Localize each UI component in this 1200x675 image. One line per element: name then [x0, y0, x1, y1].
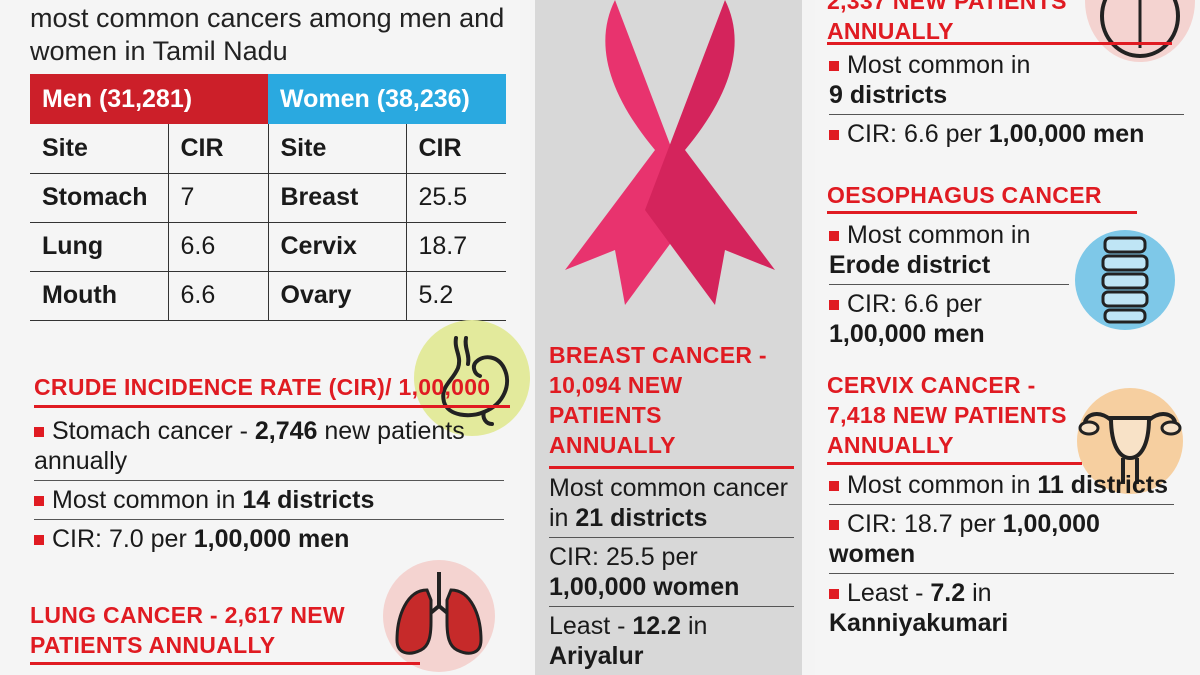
heading-rule [34, 405, 510, 408]
oesophagus-icon [1075, 230, 1175, 330]
oesophagus-bullet-2: CIR: 6.6 per 1,00,000 men [829, 290, 985, 348]
mouth-bullet-2: CIR: 6.6 per 1,00,000 men [829, 119, 1184, 149]
divider [829, 504, 1174, 505]
bullet-square-icon [829, 61, 839, 72]
lung-heading: LUNG CANCER - 2,617 NEW PATIENTS ANNUALL… [30, 602, 345, 658]
divider [549, 606, 794, 607]
men-header: Men (31,281) [30, 74, 268, 124]
women-cir: 18.7 [406, 222, 506, 272]
cervix-bullets: Most common in 11 districts CIR: 18.7 pe… [829, 470, 1174, 638]
mouth-bullets: Most common in 9 districts CIR: 6.6 per … [829, 50, 1184, 149]
oesophagus-heading: OESOPHAGUS CANCER [827, 182, 1102, 208]
divider [549, 537, 794, 538]
col-site-men: Site [30, 124, 169, 174]
women-cir: 5.2 [406, 271, 506, 321]
men-site: Lung [30, 222, 169, 272]
women-cir: 25.5 [406, 173, 506, 223]
divider [34, 480, 504, 481]
col-cir-women: CIR [406, 124, 506, 174]
bullet-square-icon [34, 535, 44, 546]
intro-text: most common cancers among men and women … [30, 3, 505, 66]
mouth-heading: 2,337 NEW PATIENTS ANNUALLY [827, 0, 1067, 44]
mouth-section: 2,337 NEW PATIENTS ANNUALLY [827, 0, 1187, 46]
heading-rule [30, 662, 420, 665]
divider [829, 573, 1174, 574]
stomach-bullet-2: Most common in 14 districts [34, 485, 504, 515]
heading-rule [827, 462, 1082, 465]
oesophagus-section: OESOPHAGUS CANCER [827, 180, 1147, 210]
awareness-ribbon-icon [565, 0, 775, 305]
men-site: Mouth [30, 271, 169, 321]
bullet-square-icon [829, 231, 839, 242]
oesophagus-bullet-1: Most common in Erode district [829, 221, 1031, 279]
table-row: Lung 6.6 Cervix 18.7 [30, 222, 506, 272]
men-cir: 7 [168, 173, 269, 223]
bullet-square-icon [829, 589, 839, 600]
men-site: Stomach [30, 173, 169, 223]
heading-rule [549, 466, 794, 469]
bullet-square-icon [829, 300, 839, 311]
cervix-bullet-1: Most common in 11 districts [829, 470, 1174, 500]
divider [34, 519, 504, 520]
bullet-square-icon [34, 427, 44, 438]
breast-section: BREAST CANCER - 10,094 NEW PATIENTS ANNU… [549, 340, 794, 671]
stomach-bullet-1: Stomach cancer - 2,746 new patients annu… [34, 417, 465, 475]
cervix-bullet-2: CIR: 18.7 per 1,00,000 women [829, 510, 1100, 568]
bullet-square-icon [829, 130, 839, 141]
left-column: most common cancers among men and women … [0, 0, 530, 675]
uterus-icon [1077, 388, 1183, 494]
bullet-square-icon [34, 496, 44, 507]
lungs-icon [383, 560, 495, 672]
oesophagus-bullets: Most common in Erode district CIR: 6.6 p… [829, 220, 1069, 349]
divider [829, 284, 1069, 285]
table-header-row: Men (31,281) Women (38,236) [30, 74, 506, 124]
divider [829, 114, 1184, 115]
breast-bullet-1: Most common cancer in 21 districts [549, 474, 788, 532]
breast-heading: BREAST CANCER - 10,094 NEW PATIENTS ANNU… [549, 342, 767, 458]
cervix-bullet-3: Least - 7.2 in Kanniyakumari [829, 579, 1009, 637]
men-cir: 6.6 [168, 222, 269, 272]
col-cir-men: CIR [168, 124, 269, 174]
table-row: Mouth 6.6 Ovary 5.2 [30, 271, 506, 321]
cervix-heading: CERVIX CANCER - 7,418 NEW PATIENTS ANNUA… [827, 372, 1067, 458]
breast-bullet-3: Least - 12.2 in Ariyalur [549, 612, 708, 670]
women-header: Women (38,236) [268, 74, 506, 124]
bullet-square-icon [829, 520, 839, 531]
lung-section: LUNG CANCER - 2,617 NEW PATIENTS ANNUALL… [30, 600, 390, 660]
women-site: Breast [268, 173, 407, 223]
middle-column: BREAST CANCER - 10,094 NEW PATIENTS ANNU… [535, 0, 802, 675]
right-column: 2,337 NEW PATIENTS ANNUALLY Most common … [815, 0, 1200, 675]
cervix-section: CERVIX CANCER - 7,418 NEW PATIENTS ANNUA… [827, 370, 1092, 460]
mouth-bullet-1: Most common in 9 districts [829, 51, 1031, 109]
women-site: Cervix [268, 222, 407, 272]
men-cir: 6.6 [168, 271, 269, 321]
stomach-section: CRUDE INCIDENCE RATE (CIR)/ 1,00,000 Sto… [34, 372, 510, 554]
table-row: Stomach 7 Breast 25.5 [30, 173, 506, 223]
stomach-bullet-3: CIR: 7.0 per 1,00,000 men [34, 524, 504, 554]
cir-heading: CRUDE INCIDENCE RATE (CIR)/ 1,00,000 [34, 374, 491, 400]
bullet-square-icon [829, 481, 839, 492]
breast-bullet-2: CIR: 25.5 per 1,00,000 women [549, 543, 740, 601]
mouth-icon [1085, 0, 1195, 62]
heading-rule [827, 42, 1172, 45]
table-column-header-row: Site CIR Site CIR [30, 124, 506, 174]
women-site: Ovary [268, 271, 407, 321]
cancer-site-table: Men (31,281) Women (38,236) Site CIR Sit… [30, 74, 506, 321]
heading-rule [827, 211, 1137, 214]
col-site-women: Site [268, 124, 407, 174]
stomach-icon [414, 320, 530, 436]
